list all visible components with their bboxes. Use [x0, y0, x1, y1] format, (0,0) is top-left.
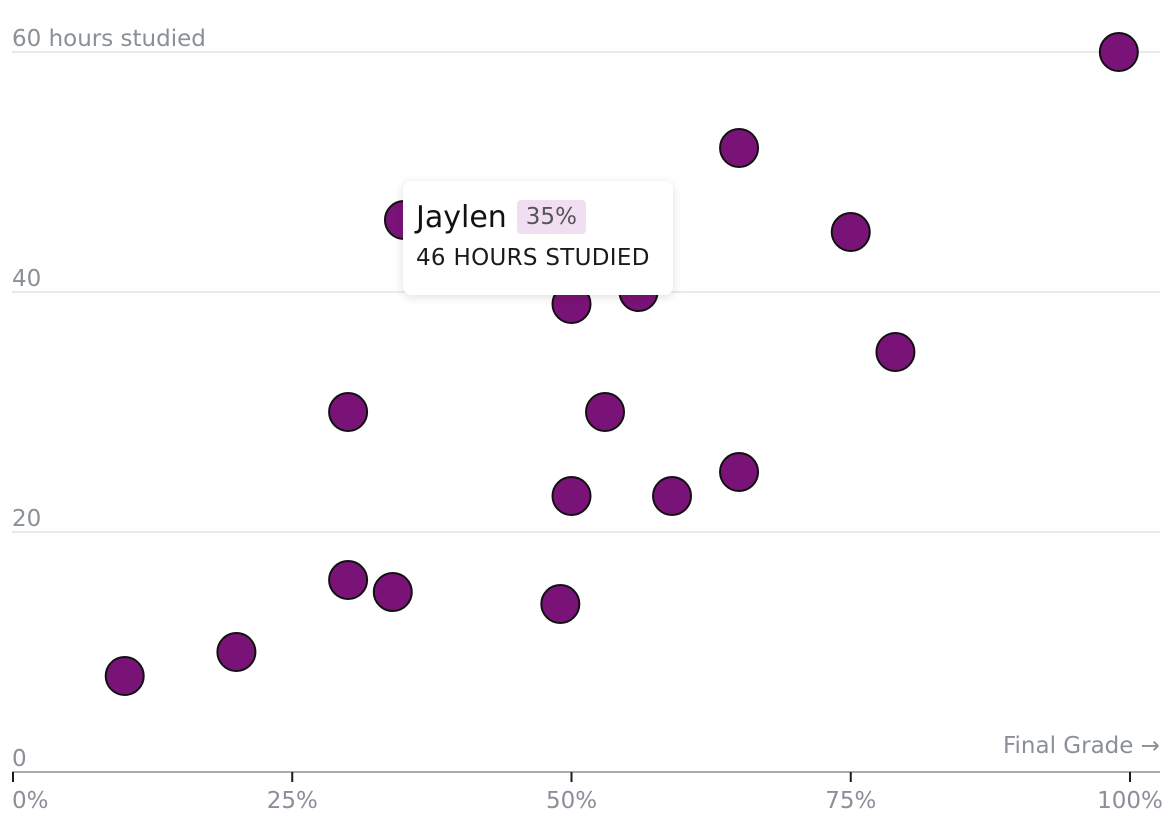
data-point[interactable] — [551, 476, 592, 516]
data-point[interactable] — [216, 632, 257, 672]
tooltip-name: Jaylen — [416, 199, 507, 235]
tooltip-header: Jaylen 35% — [416, 197, 660, 237]
y-tick-label: 20 — [12, 506, 41, 532]
data-point[interactable] — [1098, 32, 1139, 72]
data-point[interactable] — [585, 392, 626, 432]
data-point[interactable] — [830, 212, 871, 252]
data-point[interactable] — [719, 452, 760, 492]
x-tick-label: 75% — [825, 788, 876, 814]
x-axis-title: Final Grade → — [1003, 733, 1160, 759]
x-tick-label: 0% — [12, 788, 49, 814]
data-point[interactable] — [104, 656, 145, 696]
y-tick-label: 0 — [12, 746, 27, 772]
y-axis-labels: 0 20 40 60 hours studied — [12, 26, 206, 772]
data-point[interactable] — [875, 332, 916, 372]
data-points — [104, 32, 1139, 696]
data-point[interactable] — [328, 560, 369, 600]
data-point[interactable] — [719, 128, 760, 168]
data-point[interactable] — [372, 572, 413, 612]
data-point[interactable] — [328, 392, 369, 432]
data-point[interactable] — [540, 584, 581, 624]
x-axis-ticks: 0% 25% 50% 75% 100% — [12, 772, 1163, 814]
y-tick-label: 40 — [12, 266, 41, 292]
x-tick-label: 25% — [267, 788, 318, 814]
x-tick-label: 50% — [546, 788, 597, 814]
y-tick-label: 60 hours studied — [12, 26, 206, 52]
tooltip-grade-badge: 35% — [516, 200, 586, 234]
tooltip-hours: 46 HOURS STUDIED — [416, 245, 650, 271]
point-tooltip: Jaylen 35% 46 HOURS STUDIED — [403, 181, 673, 295]
x-tick-label: 100% — [1097, 788, 1163, 814]
data-point[interactable] — [652, 476, 693, 516]
